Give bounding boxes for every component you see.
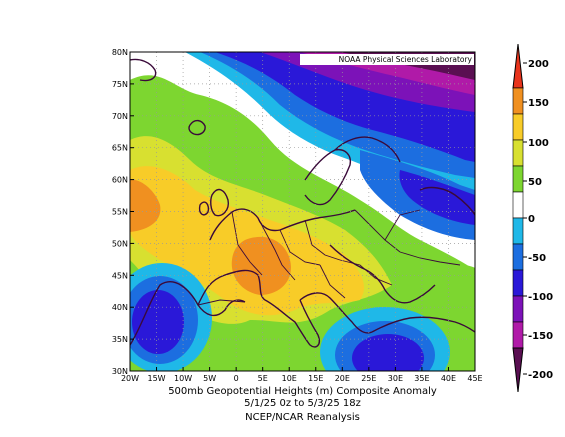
lon-tick-label: 20E	[335, 374, 350, 383]
lon-tick-label: 5W	[203, 374, 216, 383]
credit-label: NOAA Physical Sciences Laboratory	[300, 54, 474, 65]
colorbar-segment	[512, 217, 524, 245]
colorbar-label: 200	[528, 59, 549, 70]
graticule	[130, 52, 475, 371]
colorbar-label: 50	[528, 177, 542, 188]
caption-dates: 5/1/25 0z to 5/3/25 18z	[244, 398, 361, 409]
colorbar-label: 100	[528, 138, 549, 149]
colorbar-label: -150	[528, 331, 553, 342]
colorbar: 200 150 100 50 0 -50 -100 -150 -200	[512, 43, 553, 393]
lon-tick-label: 10E	[282, 374, 297, 383]
lon-tick-label: 30E	[388, 374, 403, 383]
lon-tick-label: 15W	[147, 374, 165, 383]
latitude-ticks: 30N 35N 40N 45N 50N 55N 60N 65N 70N 75N 80N	[112, 48, 134, 376]
colorbar-label: 0	[528, 214, 535, 225]
borders	[197, 209, 461, 306]
lon-tick-label: 20W	[121, 374, 139, 383]
lat-tick-label: 65N	[112, 144, 128, 153]
lon-tick-label: 5E	[258, 374, 268, 383]
anomaly-indigo-iberia-west	[132, 290, 184, 354]
colorbar-label: -100	[528, 292, 553, 303]
lat-tick-label: 60N	[112, 176, 128, 185]
lat-tick-label: 55N	[112, 208, 128, 217]
caption-source: NCEP/NCAR Reanalysis	[245, 412, 360, 423]
lat-tick-label: 35N	[112, 335, 128, 344]
lat-tick-label: 70N	[112, 112, 128, 121]
lat-tick-label: 80N	[112, 48, 128, 57]
colorbar-segment	[512, 165, 524, 193]
lat-tick-label: 40N	[112, 303, 128, 312]
colorbar-label: -200	[528, 370, 553, 381]
colorbar-segment	[512, 113, 524, 141]
anomaly-green-east	[440, 264, 475, 330]
anomaly-indigo-scandinavia	[399, 170, 475, 225]
lat-tick-label: 45N	[112, 271, 128, 280]
colorbar-segment	[512, 321, 524, 349]
anomaly-orange-north	[130, 179, 161, 232]
anomaly-indigo-med-east	[352, 334, 424, 371]
colorbar-segment	[512, 295, 524, 323]
colorbar-label: -50	[528, 253, 546, 264]
lon-tick-label: 10W	[174, 374, 192, 383]
lon-tick-label: 15E	[308, 374, 323, 383]
lat-tick-label: 75N	[112, 80, 128, 89]
lon-tick-label: 45E	[467, 374, 482, 383]
colorbar-segment	[512, 139, 524, 167]
longitude-ticks: 20W 15W 10W 5W 0 5E 10E 15E 20E 25E 30E 35E 40E 45E	[121, 367, 483, 383]
coastlines	[130, 58, 475, 348]
lon-tick-label: 35E	[414, 374, 429, 383]
colorbar-label: 150	[528, 98, 549, 109]
colorbar-top-arrow	[512, 43, 524, 89]
colorbar-segment	[512, 269, 524, 297]
lon-tick-label: 40E	[441, 374, 456, 383]
lon-tick-label: 0	[234, 374, 239, 383]
colorbar-segment	[512, 243, 524, 271]
lat-tick-label: 30N	[112, 367, 128, 376]
colorbar-bottom-arrow	[512, 347, 524, 393]
colorbar-segment	[512, 191, 524, 219]
lon-tick-label: 25E	[361, 374, 376, 383]
colorbar-segment	[512, 87, 524, 115]
lat-tick-label: 50N	[112, 239, 128, 248]
caption-title: 500mb Geopotential Heights (m) Composite…	[168, 386, 437, 397]
